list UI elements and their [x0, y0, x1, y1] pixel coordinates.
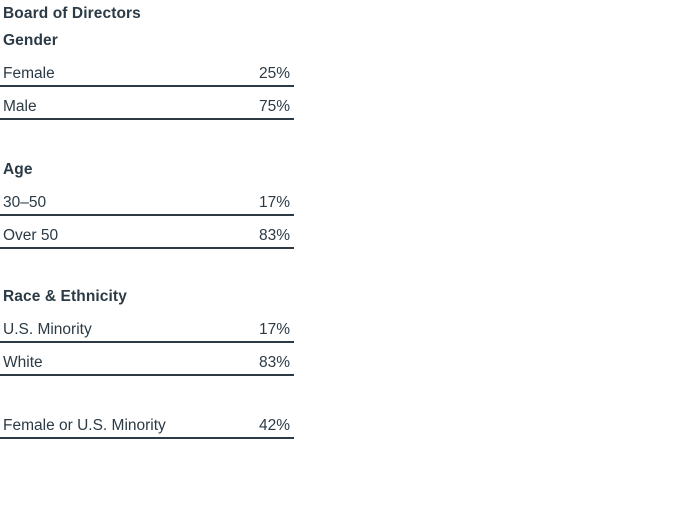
section-summary: Female or U.S. Minority 42%: [0, 376, 294, 439]
section-gender: Gender Female 25% Male 75%: [0, 31, 294, 120]
table-row-female-or-us-minority: Female or U.S. Minority 42%: [0, 376, 294, 439]
row-value: 75%: [258, 98, 290, 115]
row-value: 17%: [258, 321, 290, 338]
row-label: Male: [3, 98, 37, 115]
row-value: 17%: [258, 194, 290, 211]
table-row-male: Male 75%: [0, 87, 294, 120]
row-label: Female or U.S. Minority: [3, 417, 166, 434]
section-race-ethnicity: Race & Ethnicity U.S. Minority 17% White…: [0, 287, 294, 376]
row-label: Female: [3, 65, 55, 82]
section-heading-race-ethnicity: Race & Ethnicity: [3, 288, 127, 305]
row-value: 25%: [258, 65, 290, 82]
row-label: 30–50: [3, 194, 47, 211]
section-age: Age 30–50 17% Over 50 83%: [0, 160, 294, 249]
section-heading-gender: Gender: [3, 32, 58, 49]
row-label: White: [3, 354, 43, 371]
row-value: 42%: [258, 417, 290, 434]
table-title: Board of Directors: [3, 5, 141, 22]
section-heading-age: Age: [3, 161, 33, 178]
table-row-us-minority: U.S. Minority 17%: [0, 307, 294, 343]
table-row-female: Female 25%: [0, 51, 294, 87]
board-of-directors-table: Board of Directors Gender Female 25% Mal…: [0, 0, 294, 439]
row-value: 83%: [258, 227, 290, 244]
table-row-over-50: Over 50 83%: [0, 216, 294, 249]
row-label: Over 50: [3, 227, 59, 244]
row-value: 83%: [258, 354, 290, 371]
table-row-white: White 83%: [0, 343, 294, 376]
row-label: U.S. Minority: [3, 321, 92, 338]
table-row-30-50: 30–50 17%: [0, 180, 294, 216]
